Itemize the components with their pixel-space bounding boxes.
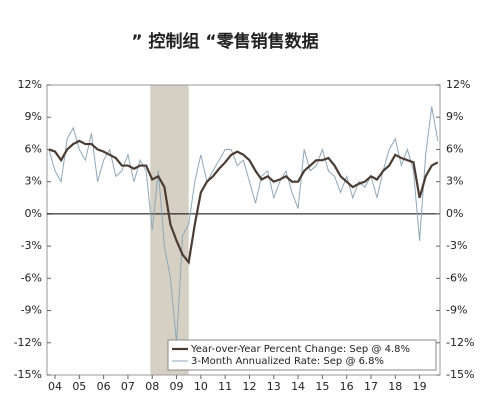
x-tick-label: 18 <box>388 380 402 393</box>
x-tick-label: 08 <box>145 380 159 393</box>
x-tick-label: 09 <box>170 380 184 393</box>
y2-tick-label: 0% <box>446 207 463 220</box>
y2-tick-label: -3% <box>446 239 467 252</box>
series-line <box>48 106 439 343</box>
y2-tick-label: -12% <box>446 336 474 349</box>
y-tick-label: -15% <box>14 368 42 381</box>
x-tick-label: 10 <box>194 380 208 393</box>
recession-shade <box>150 85 189 375</box>
x-tick-label: 19 <box>413 380 427 393</box>
x-tick-label: 15 <box>315 380 329 393</box>
x-tick-label: 12 <box>242 380 256 393</box>
y-tick-label: 6% <box>25 142 42 155</box>
y2-tick-label: 3% <box>446 175 463 188</box>
x-tick-label: 11 <box>218 380 232 393</box>
y-tick-label: -6% <box>21 271 42 284</box>
y2-tick-label: -6% <box>446 271 467 284</box>
legend-label: Year-over-Year Percent Change: Sep @ 4.8… <box>190 344 410 355</box>
y2-tick-label: -9% <box>446 304 467 317</box>
series-line <box>48 139 439 265</box>
chart-title: ” 控制组 “零售销售数据 <box>131 31 318 52</box>
legend-label: 3-Month Annualized Rate: Sep @ 6.8% <box>191 356 384 367</box>
x-tick-label: 14 <box>291 380 305 393</box>
y-tick-label: -3% <box>21 239 42 252</box>
y-tick-label: 12% <box>18 78 42 91</box>
y-tick-label: -9% <box>21 304 42 317</box>
y2-tick-label: 6% <box>446 142 463 155</box>
legend-box <box>167 339 437 371</box>
y2-tick-label: 9% <box>446 110 463 123</box>
x-tick-label: 04 <box>48 380 62 393</box>
x-tick-label: 07 <box>121 380 135 393</box>
x-tick-label: 06 <box>97 380 111 393</box>
x-tick-label: 05 <box>72 380 86 393</box>
y-tick-label: 9% <box>25 110 42 123</box>
y2-tick-label: 12% <box>446 78 470 91</box>
plot-frame <box>46 84 441 376</box>
y-tick-label: 3% <box>25 175 42 188</box>
x-tick-label: 17 <box>364 380 378 393</box>
y-tick-label: -12% <box>14 336 42 349</box>
x-tick-label: 13 <box>267 380 281 393</box>
y-tick-label: 0% <box>25 207 42 220</box>
y2-tick-label: -15% <box>446 368 474 381</box>
x-tick-label: 16 <box>340 380 354 393</box>
